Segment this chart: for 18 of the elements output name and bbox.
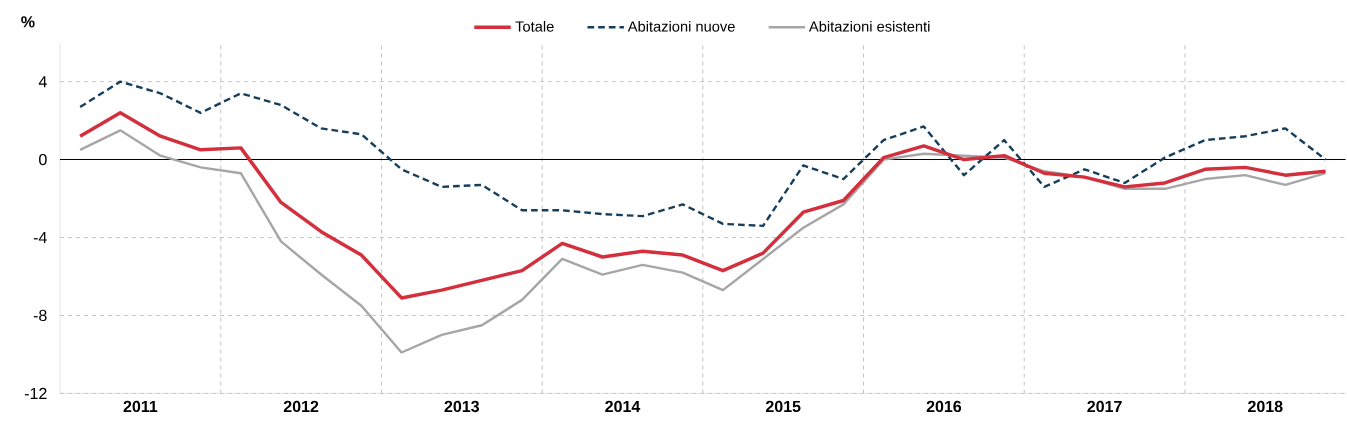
y-tick-label: -4 bbox=[33, 232, 47, 244]
x-tick-label: 2013 bbox=[444, 400, 480, 413]
y-tick-label: 4 bbox=[38, 76, 47, 88]
y-tick-label: -8 bbox=[33, 309, 47, 322]
x-tick-label: 2016 bbox=[926, 400, 962, 413]
y-tick-label: -12 bbox=[24, 387, 47, 400]
legend-label: Abitazioni esistenti bbox=[808, 21, 930, 32]
x-tick-label: 2011 bbox=[123, 400, 158, 413]
x-tick-label: 2014 bbox=[605, 400, 641, 413]
x-tick-label: 2015 bbox=[765, 400, 801, 413]
x-tick-label: 2018 bbox=[1248, 400, 1283, 413]
y-axis-title: % bbox=[21, 16, 35, 28]
x-tick-label: 2012 bbox=[283, 400, 319, 413]
legend-label: Abitazioni nuove bbox=[627, 21, 735, 32]
x-tick-label: 2017 bbox=[1087, 400, 1122, 413]
legend-label: Totale bbox=[515, 21, 554, 32]
y-tick-label: 0 bbox=[39, 154, 47, 166]
line-series bbox=[78, 80, 1327, 228]
